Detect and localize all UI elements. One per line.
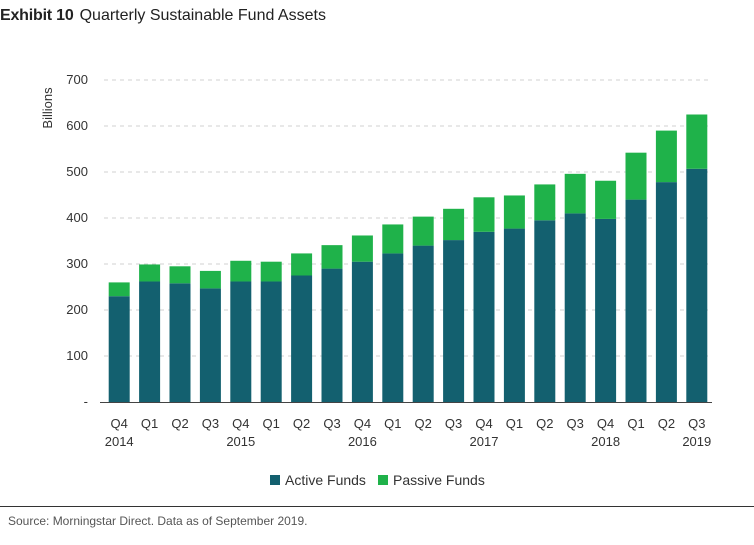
x-tick-label: Q3 bbox=[445, 416, 462, 431]
y-tick-label: 700 bbox=[66, 72, 88, 87]
x-tick-label: Q4 bbox=[475, 416, 492, 431]
x-year-label: 2015 bbox=[226, 434, 255, 449]
x-tick-label: Q3 bbox=[567, 416, 584, 431]
source-note: Source: Morningstar Direct. Data as of S… bbox=[8, 514, 308, 528]
x-year-label: 2019 bbox=[682, 434, 711, 449]
bar-active-funds bbox=[260, 281, 282, 402]
bar-passive-funds bbox=[169, 266, 191, 284]
bar-active-funds bbox=[382, 253, 404, 402]
bar-passive-funds bbox=[412, 216, 434, 246]
x-tick-label: Q2 bbox=[293, 416, 310, 431]
legend-swatch bbox=[378, 475, 388, 485]
legend-label: Active Funds bbox=[285, 472, 366, 488]
bar-active-funds bbox=[625, 199, 647, 402]
x-tick-label: Q2 bbox=[171, 416, 188, 431]
bar-active-funds bbox=[564, 213, 586, 402]
x-year-label: 2017 bbox=[470, 434, 499, 449]
x-tick-label: Q3 bbox=[202, 416, 219, 431]
x-axis: Q4 2014 Q1 Q2 Q3 Q4 2015 Q1 Q2 Q3 Q4 2016 Q1 Q2 Q3 Q4 20… bbox=[100, 402, 712, 449]
bar-passive-funds bbox=[351, 235, 373, 262]
bar-active-funds bbox=[595, 218, 617, 402]
bar-active-funds bbox=[169, 283, 191, 402]
x-tick-label: Q1 bbox=[384, 416, 401, 431]
footer-divider bbox=[0, 506, 754, 507]
x-tick-label: Q4 bbox=[232, 416, 249, 431]
y-tick-label: 200 bbox=[66, 302, 88, 317]
x-year-label: 2018 bbox=[591, 434, 620, 449]
x-tick-label: Q4 bbox=[111, 416, 128, 431]
y-tick-label: 400 bbox=[66, 210, 88, 225]
x-year-label: 2014 bbox=[105, 434, 134, 449]
bar-active-funds bbox=[655, 182, 677, 402]
bar-passive-funds bbox=[443, 208, 465, 241]
x-tick-label: Q4 bbox=[597, 416, 614, 431]
bar-passive-funds bbox=[260, 261, 282, 282]
x-tick-label: Q2 bbox=[536, 416, 553, 431]
legend-label: Passive Funds bbox=[393, 472, 485, 488]
bar-passive-funds bbox=[534, 184, 556, 221]
bar-passive-funds bbox=[625, 152, 647, 200]
x-tick-label: Q2 bbox=[415, 416, 432, 431]
exhibit-number: Exhibit 10 bbox=[0, 7, 74, 24]
x-tick-label: Q3 bbox=[323, 416, 340, 431]
bar-passive-funds bbox=[595, 180, 617, 219]
bar-active-funds bbox=[503, 228, 525, 402]
bar-passive-funds bbox=[503, 195, 525, 229]
bar-active-funds bbox=[230, 281, 252, 402]
x-tick-label: Q1 bbox=[263, 416, 280, 431]
x-tick-label: Q4 bbox=[354, 416, 371, 431]
x-tick-label: Q1 bbox=[506, 416, 523, 431]
y-tick-label: - bbox=[84, 394, 88, 409]
bar-active-funds bbox=[291, 275, 313, 402]
y-tick-label: 600 bbox=[66, 118, 88, 133]
x-tick-label: Q2 bbox=[658, 416, 675, 431]
bar-passive-funds bbox=[230, 260, 252, 282]
bar-passive-funds bbox=[473, 197, 495, 232]
chart-title: Quarterly Sustainable Fund Assets bbox=[79, 7, 326, 24]
x-tick-label: Q3 bbox=[688, 416, 705, 431]
bar-active-funds bbox=[321, 268, 343, 402]
y-tick-label: 500 bbox=[66, 164, 88, 179]
bar-active-funds bbox=[351, 261, 373, 402]
bar-active-funds bbox=[534, 220, 556, 402]
bar-passive-funds bbox=[291, 253, 313, 276]
stacked-bar-chart: - 100 200 300 400 500 600 700 Billions Q4 2014 Q1… bbox=[40, 72, 712, 488]
y-tick-label: 100 bbox=[66, 348, 88, 363]
bar-active-funds bbox=[412, 245, 434, 402]
x-year-label: 2016 bbox=[348, 434, 377, 449]
bar-active-funds bbox=[139, 281, 161, 402]
y-tick-label: 300 bbox=[66, 256, 88, 271]
bar-passive-funds bbox=[139, 264, 161, 282]
bar-passive-funds bbox=[686, 114, 708, 169]
bar-passive-funds bbox=[382, 224, 404, 254]
gridlines bbox=[104, 79, 712, 357]
bar-active-funds bbox=[686, 168, 708, 402]
bar-active-funds bbox=[473, 231, 495, 402]
bar-active-funds bbox=[199, 288, 221, 402]
x-tick-label: Q1 bbox=[627, 416, 644, 431]
bar-passive-funds bbox=[564, 173, 586, 214]
bar-active-funds bbox=[108, 296, 130, 402]
bar-passive-funds bbox=[199, 270, 221, 289]
legend-swatch bbox=[270, 475, 280, 485]
x-tick-label: Q1 bbox=[141, 416, 158, 431]
bar-passive-funds bbox=[108, 282, 130, 297]
chart-header: Exhibit 10 Quarterly Sustainable Fund Ass… bbox=[0, 7, 754, 25]
legend: Active Funds Passive Funds bbox=[270, 472, 485, 488]
bars bbox=[108, 114, 708, 402]
bar-active-funds bbox=[443, 240, 465, 402]
bar-passive-funds bbox=[655, 130, 677, 183]
y-axis: - 100 200 300 400 500 600 700 bbox=[66, 72, 88, 409]
bar-passive-funds bbox=[321, 245, 343, 269]
y-axis-label: Billions bbox=[40, 87, 55, 129]
